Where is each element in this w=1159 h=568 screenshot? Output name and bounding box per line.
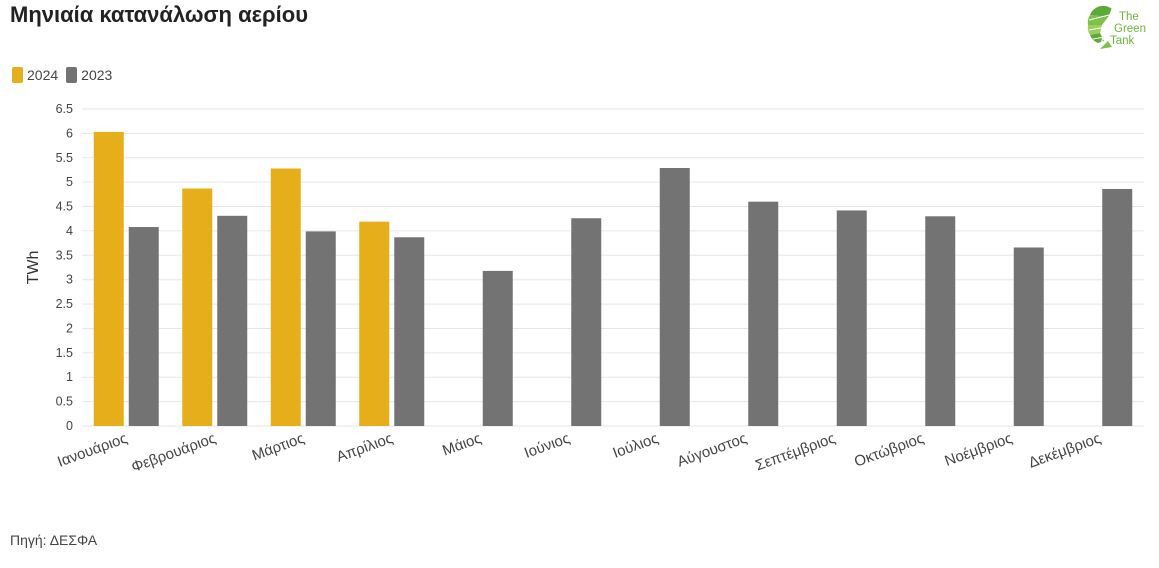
legend-item-2024[interactable]: 2024 bbox=[12, 67, 58, 83]
x-tick-label: Δεκέμβριος bbox=[1026, 430, 1103, 472]
legend: 2024 2023 bbox=[12, 67, 120, 83]
source-note: Πηγή: ΔΕΣΦΑ bbox=[10, 532, 98, 548]
y-tick-label: 3.5 bbox=[56, 248, 73, 262]
y-axis-label: TWh bbox=[25, 251, 42, 285]
bar-2024-4 bbox=[359, 221, 390, 426]
legend-item-2023[interactable]: 2023 bbox=[66, 67, 112, 83]
bar-2023-10 bbox=[925, 216, 956, 426]
y-tick-label: 2.5 bbox=[56, 297, 73, 311]
y-tick-label: 6 bbox=[66, 126, 73, 140]
y-tick-label: 1.5 bbox=[56, 346, 73, 360]
y-tick-label: 4 bbox=[66, 224, 73, 238]
bar-2023-2 bbox=[217, 215, 248, 426]
x-tick-label: Μάιος bbox=[440, 430, 483, 460]
x-tick-label: Απρίλιος bbox=[334, 430, 395, 466]
chart-title: Μηνιαία κατανάλωση αερίου bbox=[10, 2, 309, 27]
y-tick-label: 5 bbox=[66, 175, 73, 189]
bar-2023-6 bbox=[571, 218, 602, 426]
y-tick-label: 2 bbox=[66, 321, 73, 335]
bar-2023-7 bbox=[659, 168, 690, 426]
bar-2024-2 bbox=[182, 188, 213, 426]
x-tick-label: Νοέμβριος bbox=[942, 430, 1014, 470]
bar-2023-9 bbox=[836, 210, 867, 426]
bar-2023-11 bbox=[1013, 247, 1044, 426]
x-tick-label: Ιανουάριος bbox=[55, 430, 129, 471]
y-tick-label: 1 bbox=[66, 370, 73, 384]
y-tick-label: 0 bbox=[66, 419, 73, 433]
x-tick-label: Σεπτέμβριος bbox=[753, 430, 837, 475]
x-tick-label: Ιούνιος bbox=[522, 430, 572, 462]
bar-2023-1 bbox=[128, 227, 159, 426]
bar-2023-3 bbox=[305, 231, 336, 426]
bar-2023-4 bbox=[394, 237, 425, 426]
bar-2023-8 bbox=[748, 201, 779, 426]
logo-leaf-icon bbox=[1087, 5, 1113, 49]
y-tick-label: 5.5 bbox=[56, 151, 73, 165]
logo-text-tank: Tank bbox=[1110, 35, 1135, 47]
bar-2024-3 bbox=[270, 168, 301, 426]
x-tick-label: Οκτώβριος bbox=[852, 430, 926, 471]
bar-2024-1 bbox=[93, 131, 124, 426]
x-tick-label: Μάρτιος bbox=[250, 430, 307, 465]
bar-2023-12 bbox=[1102, 188, 1133, 426]
x-tick-label: Φεβρουάριος bbox=[129, 430, 218, 476]
y-tick-label: 4.5 bbox=[56, 200, 73, 214]
y-tick-label: 6.5 bbox=[56, 102, 73, 116]
legend-label-2023: 2023 bbox=[81, 67, 113, 83]
logo-text-green: Green bbox=[1114, 23, 1146, 35]
logo-text-the: The bbox=[1119, 11, 1139, 23]
y-tick-label: 0.5 bbox=[56, 395, 73, 409]
legend-swatch-2024 bbox=[12, 67, 23, 83]
legend-label-2024: 2024 bbox=[27, 67, 59, 83]
bar-2023-5 bbox=[482, 270, 513, 426]
y-tick-label: 3 bbox=[66, 273, 73, 287]
x-tick-label: Αύγουστος bbox=[675, 430, 749, 471]
x-tick-label: Ιούλιος bbox=[611, 430, 661, 462]
legend-swatch-2023 bbox=[66, 67, 78, 83]
the-green-tank-logo: The Green Tank bbox=[1087, 5, 1146, 49]
